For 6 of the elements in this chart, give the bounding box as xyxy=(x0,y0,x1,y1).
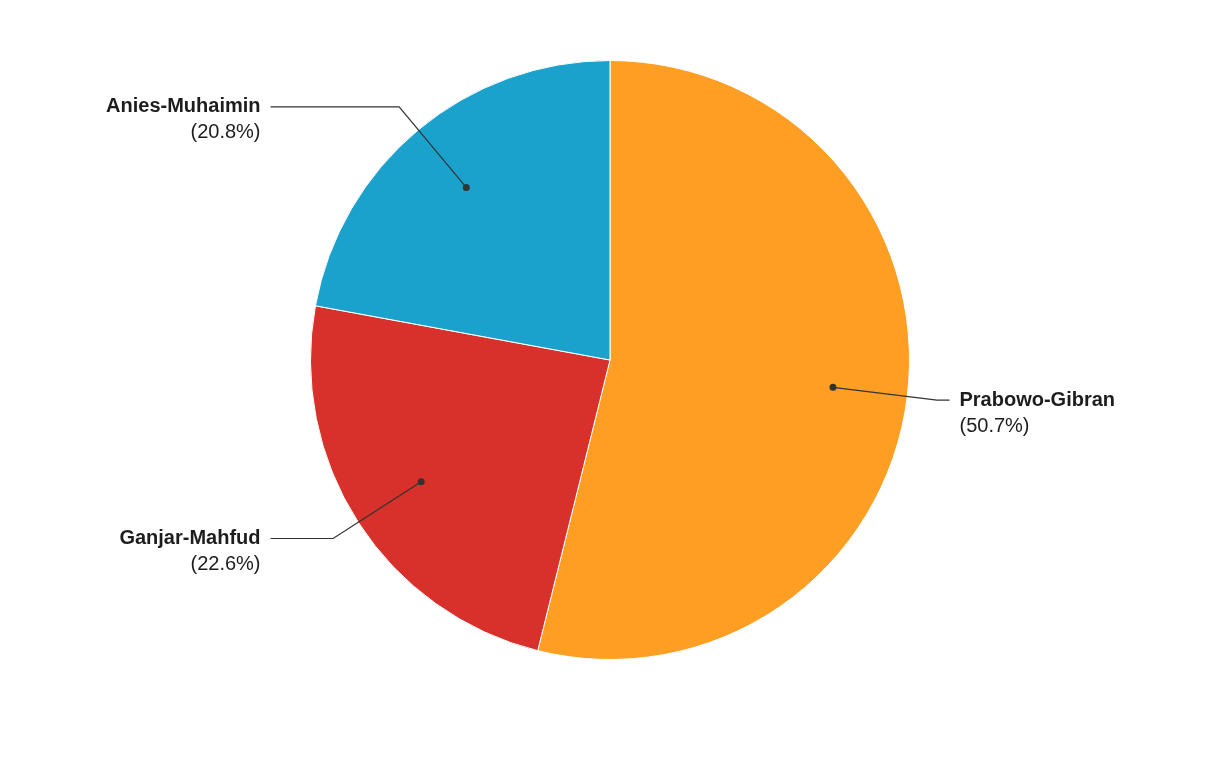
slice-label: Anies-Muhaimin xyxy=(106,94,261,117)
data-label: (22.6%) xyxy=(190,552,261,575)
slice-label: Ganjar-Mahfud xyxy=(119,526,261,549)
slice-label: Prabowo-Gibran xyxy=(959,387,1116,410)
data-label: (50.7%) xyxy=(959,413,1030,436)
data-label: (20.8%) xyxy=(190,120,261,143)
